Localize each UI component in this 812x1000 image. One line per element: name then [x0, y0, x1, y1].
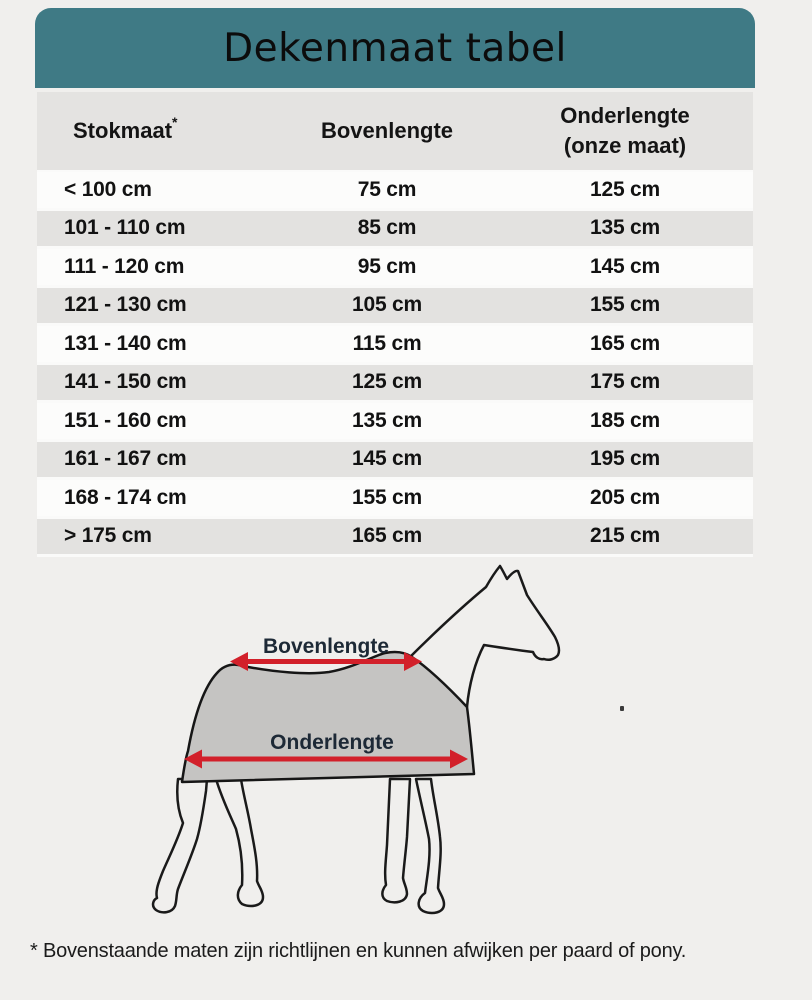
page-title: Dekenmaat tabel	[223, 25, 567, 71]
table-row: > 175 cm 165 cm 215 cm	[37, 518, 753, 557]
cell-onderlengte: 175 cm	[589, 370, 661, 394]
cell-bovenlengte: 105 cm	[351, 293, 423, 317]
horse-hind-leg-far	[151, 777, 209, 914]
horse-blanket-diagram: Bovenlengte Onderlengte	[120, 555, 600, 935]
cell-bovenlengte: 85 cm	[357, 216, 417, 240]
cell-stokmaat: < 100 cm	[64, 177, 152, 201]
horse-front-leg-far	[381, 777, 412, 904]
table-row: 161 - 167 cm 145 cm 195 cm	[37, 441, 753, 480]
horse-head-neck	[404, 564, 561, 709]
cell-bovenlengte: 135 cm	[351, 408, 423, 432]
cell-stokmaat: 131 - 140 cm	[64, 331, 187, 355]
horse-front-leg-near	[414, 777, 446, 915]
header-onderlengte: Onderlengte (onze maat)	[560, 103, 690, 158]
cell-onderlengte: 205 cm	[589, 485, 661, 509]
table-header-row: Stokmaat* Bovenlengte Onderlengte (onze …	[37, 92, 753, 172]
table-row: 131 - 140 cm 115 cm 165 cm	[37, 326, 753, 365]
cell-stokmaat: 151 - 160 cm	[64, 408, 187, 432]
table-row: 111 - 120 cm 95 cm 145 cm	[37, 249, 753, 288]
cell-onderlengte: 195 cm	[589, 447, 661, 471]
cell-onderlengte: 125 cm	[589, 177, 661, 201]
table-title-bar: Dekenmaat tabel	[35, 8, 755, 88]
onderlengte-arrow	[184, 749, 468, 769]
onderlengte-label: Onderlengte	[270, 731, 394, 754]
cell-bovenlengte: 155 cm	[351, 485, 423, 509]
size-table: Stokmaat* Bovenlengte Onderlengte (onze …	[37, 88, 753, 557]
horse-hind-leg-near	[214, 777, 265, 908]
cell-bovenlengte: 165 cm	[351, 524, 423, 548]
cell-bovenlengte: 95 cm	[357, 254, 417, 278]
footnote-text: * Bovenstaande maten zijn richtlijnen en…	[30, 940, 687, 962]
table-row: 151 - 160 cm 135 cm 185 cm	[37, 403, 753, 442]
cell-stokmaat: 161 - 167 cm	[64, 447, 187, 471]
horse-illustration: Bovenlengte Onderlengte	[151, 564, 561, 915]
table-row: 141 - 150 cm 125 cm 175 cm	[37, 364, 753, 403]
stray-dot	[620, 706, 624, 711]
footnote-marker: *	[172, 114, 178, 130]
bovenlengte-label: Bovenlengte	[263, 635, 389, 658]
cell-onderlengte: 215 cm	[589, 524, 661, 548]
table-row: < 100 cm 75 cm 125 cm	[37, 172, 753, 211]
cell-onderlengte: 185 cm	[589, 408, 661, 432]
cell-stokmaat: 168 - 174 cm	[64, 485, 187, 509]
cell-onderlengte: 145 cm	[589, 254, 661, 278]
cell-stokmaat: 111 - 120 cm	[64, 254, 185, 278]
cell-stokmaat: > 175 cm	[64, 524, 152, 548]
cell-stokmaat: 141 - 150 cm	[64, 370, 187, 394]
cell-bovenlengte: 125 cm	[351, 370, 423, 394]
cell-onderlengte: 165 cm	[589, 331, 661, 355]
cell-bovenlengte: 75 cm	[357, 177, 417, 201]
horse-blanket	[180, 650, 476, 784]
header-stokmaat: Stokmaat*	[73, 114, 178, 143]
cell-stokmaat: 101 - 110 cm	[64, 216, 186, 240]
header-bovenlengte: Bovenlengte	[320, 118, 454, 143]
cell-onderlengte: 135 cm	[589, 216, 661, 240]
cell-onderlengte: 155 cm	[589, 293, 661, 317]
table-row: 168 - 174 cm 155 cm 205 cm	[37, 480, 753, 519]
cell-bovenlengte: 115 cm	[352, 331, 422, 355]
bovenlengte-arrow	[230, 652, 422, 671]
table-row: 101 - 110 cm 85 cm 135 cm	[37, 210, 753, 249]
cell-bovenlengte: 145 cm	[351, 447, 423, 471]
table-row: 121 - 130 cm 105 cm 155 cm	[37, 287, 753, 326]
cell-stokmaat: 121 - 130 cm	[64, 293, 187, 317]
